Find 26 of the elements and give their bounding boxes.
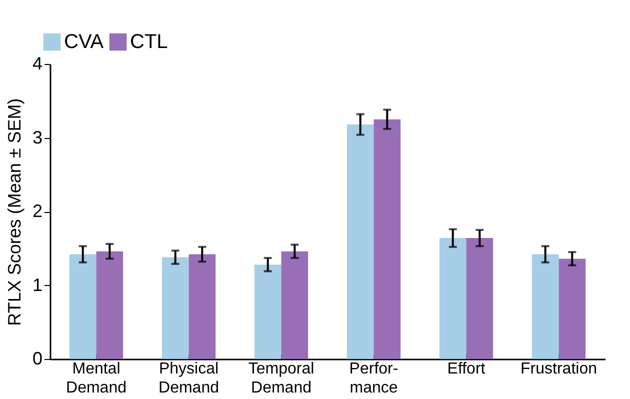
bar [466, 238, 494, 359]
y-tick-label: 1 [32, 274, 42, 295]
x-tick-label: Frustration [520, 360, 597, 378]
bar [281, 251, 308, 359]
x-tick-label: Mental Demand [66, 360, 126, 396]
bar [532, 254, 559, 359]
bar [188, 254, 216, 359]
x-tick-label: Physical Demand [158, 360, 219, 396]
bar [374, 119, 401, 359]
x-tick-label: Effort [447, 360, 486, 378]
y-tick-label: 0 [32, 348, 42, 368]
bar [254, 264, 282, 359]
bar [346, 124, 374, 359]
bar [162, 257, 189, 359]
y-tick-label: 4 [32, 54, 42, 74]
bar [96, 251, 124, 359]
y-tick-label: 3 [32, 127, 42, 148]
y-axis-title: RTLX Scores (Mean ± SEM) [4, 98, 24, 326]
y-tick-label: 2 [32, 201, 42, 221]
bar [558, 258, 586, 359]
bar [69, 254, 96, 359]
x-tick-label: Temporal Demand [248, 360, 314, 396]
legend-label: CTL [130, 31, 168, 53]
x-tick-label: Perfor-mance [349, 360, 398, 396]
bar [439, 238, 466, 359]
legend-label: CVA [64, 31, 104, 53]
